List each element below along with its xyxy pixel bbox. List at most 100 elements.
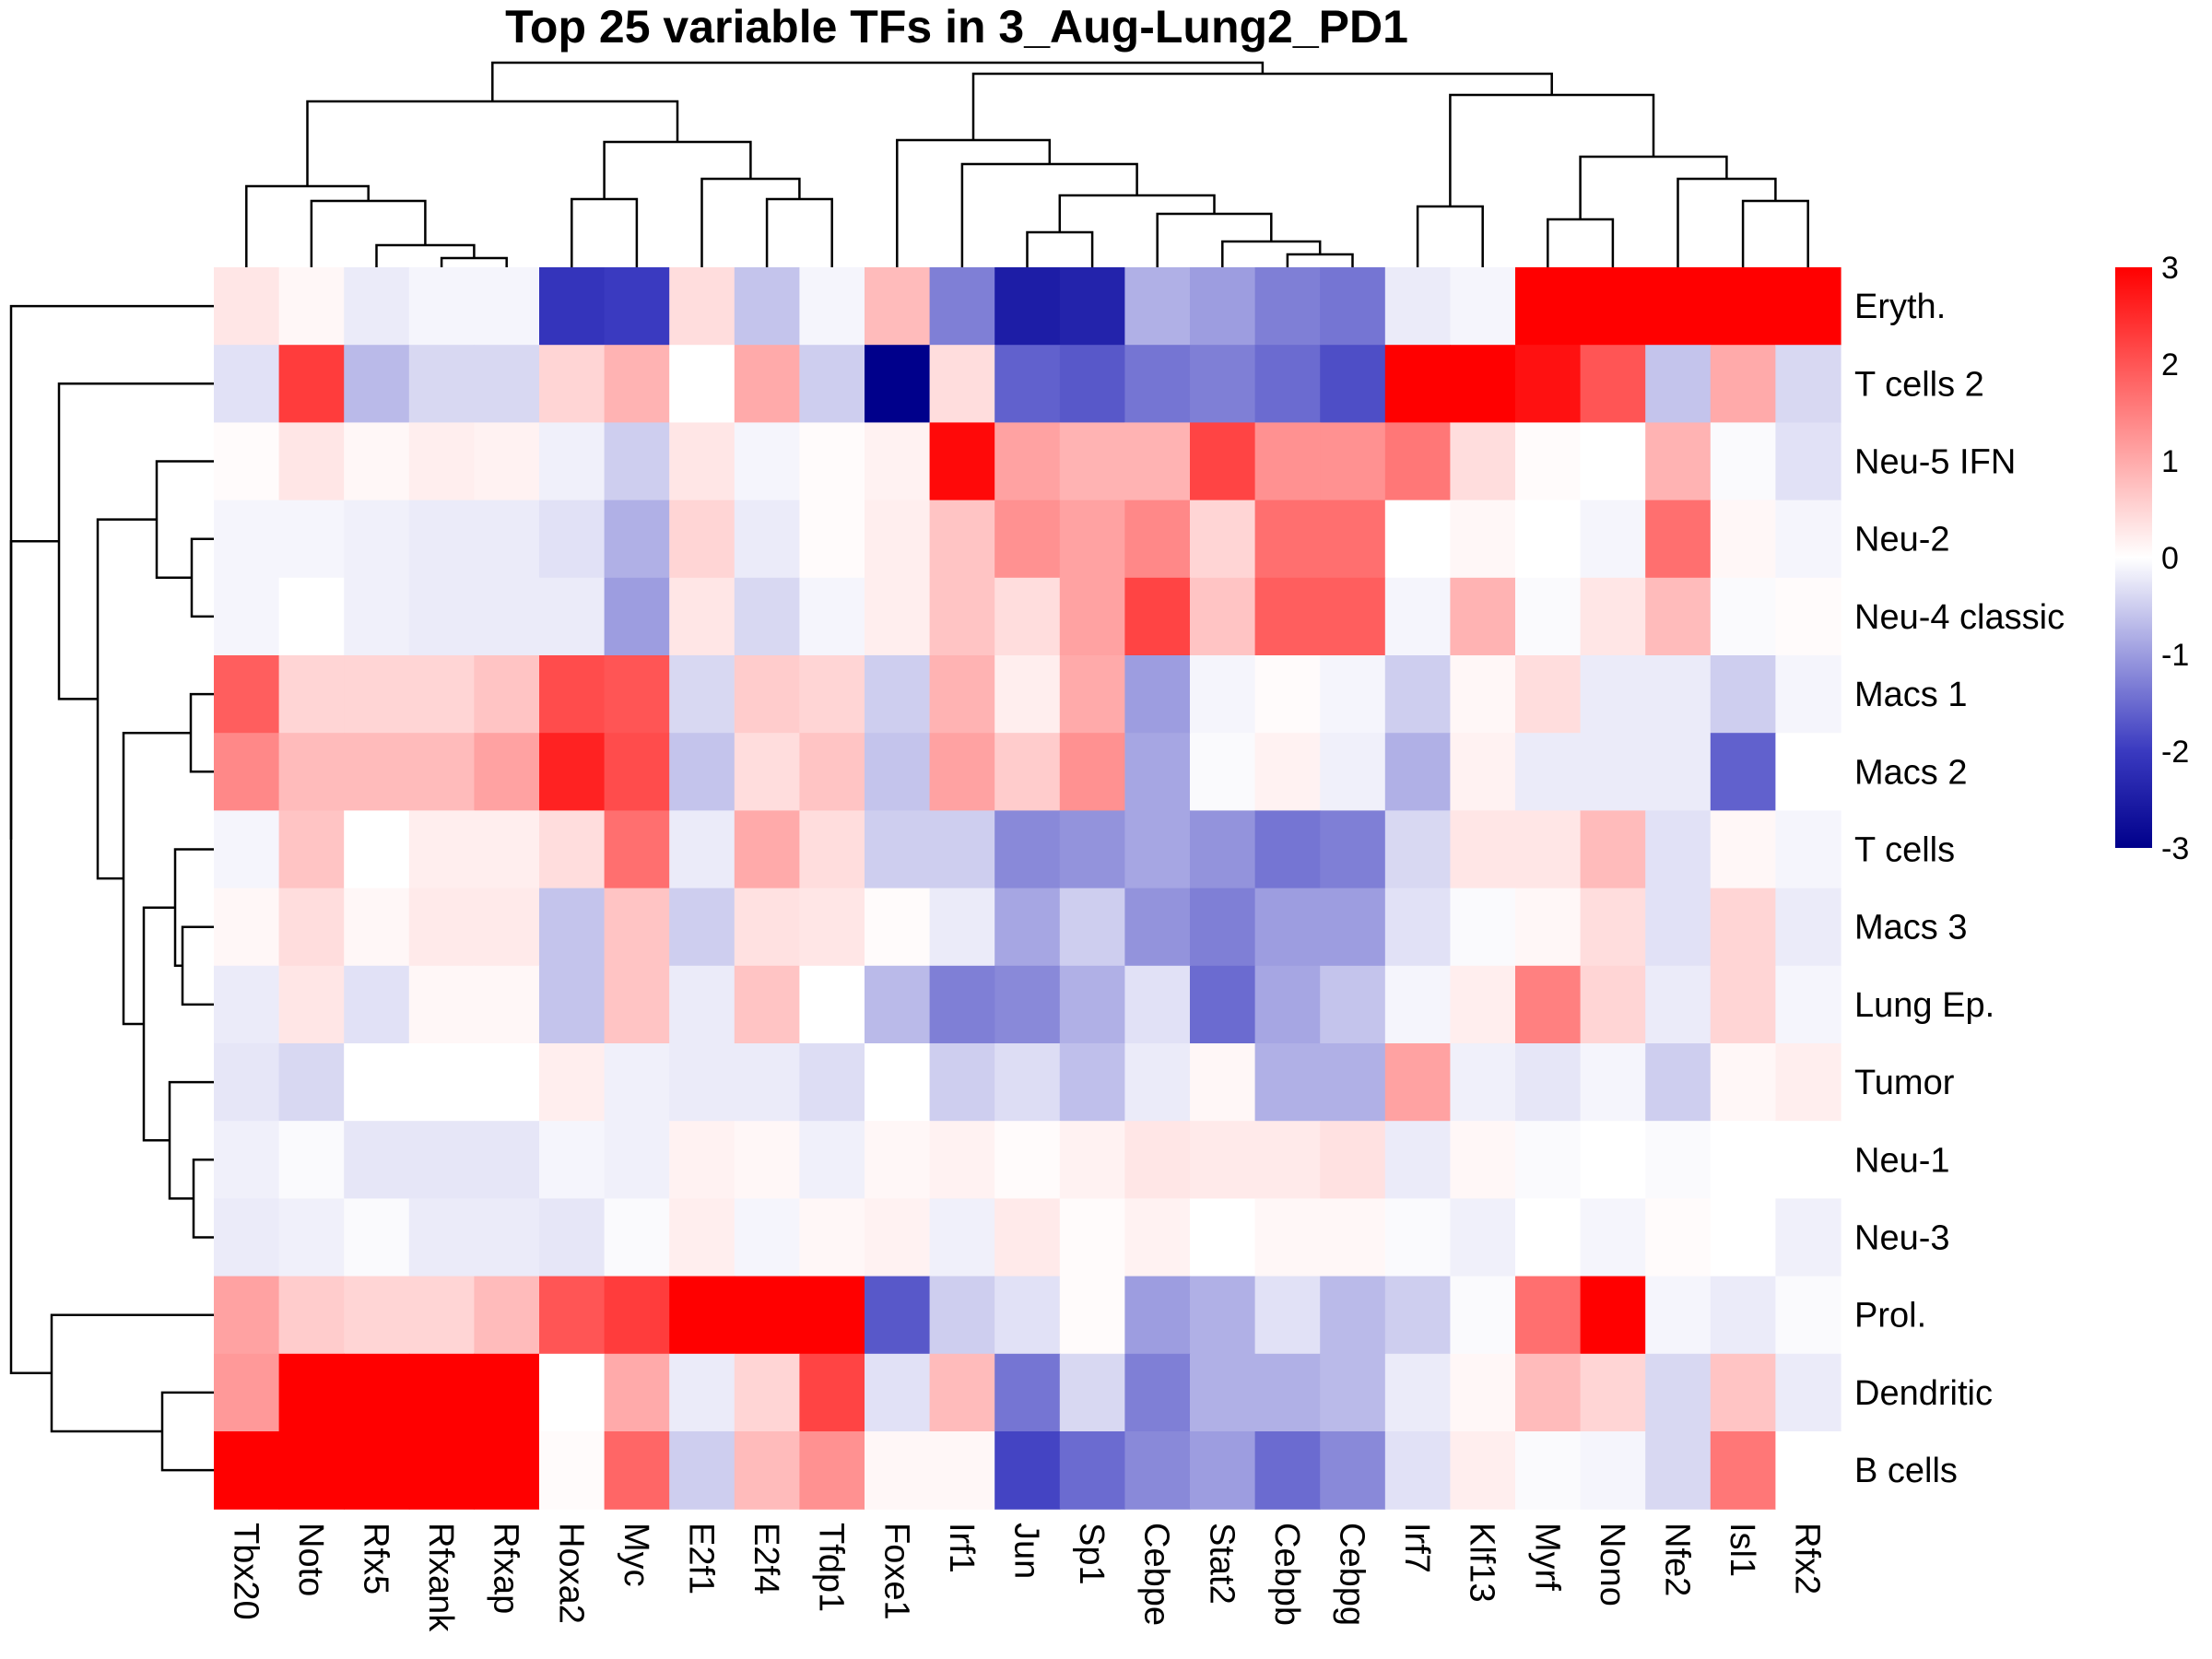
heatmap-cell xyxy=(604,1043,670,1122)
heatmap-cell xyxy=(1515,655,1582,734)
heatmap-cell xyxy=(1124,267,1191,346)
heatmap-cell xyxy=(1384,422,1451,501)
heatmap-cell xyxy=(278,500,345,579)
column-label: Stat2 xyxy=(1202,1523,1241,1605)
heatmap-cell xyxy=(1254,1353,1321,1432)
dendrogram-branch xyxy=(603,140,752,199)
heatmap-cell xyxy=(929,1198,995,1277)
heatmap-cell xyxy=(539,422,606,501)
heatmap-cell xyxy=(1645,1198,1712,1277)
column-label: Myc xyxy=(617,1523,655,1587)
row-label: Macs 2 xyxy=(1854,753,1967,792)
heatmap-cell xyxy=(669,1121,735,1199)
heatmap-cell xyxy=(1775,888,1841,967)
heatmap-cell xyxy=(1450,1353,1516,1432)
heatmap-cell xyxy=(474,345,540,423)
heatmap-cell xyxy=(1190,422,1256,501)
heatmap-cell xyxy=(929,888,995,967)
heatmap-cell xyxy=(1254,422,1321,501)
heatmap-cell xyxy=(734,267,800,346)
heatmap-cell xyxy=(1320,1353,1386,1432)
heatmap-cell xyxy=(1450,1431,1516,1510)
heatmap-cell xyxy=(669,500,735,579)
heatmap-cell xyxy=(539,577,606,656)
heatmap-cell xyxy=(929,810,995,889)
heatmap-cell xyxy=(734,888,800,967)
heatmap-cell xyxy=(1450,577,1516,656)
heatmap-cell xyxy=(278,1353,345,1432)
heatmap-cell xyxy=(734,810,800,889)
heatmap-cell xyxy=(1645,1121,1712,1199)
heatmap-cell xyxy=(1124,655,1191,734)
heatmap-cell xyxy=(1515,1121,1582,1199)
heatmap-cell xyxy=(1124,1198,1191,1277)
heatmap-cell xyxy=(539,1431,606,1510)
heatmap-cell xyxy=(1124,965,1191,1044)
column-label: Jun xyxy=(1007,1523,1046,1579)
heatmap-cell xyxy=(994,422,1061,501)
row-label: Dendritic xyxy=(1854,1374,1993,1413)
heatmap-cell xyxy=(539,267,606,346)
heatmap-cell xyxy=(1320,500,1386,579)
heatmap-cell xyxy=(1450,810,1516,889)
heatmap-cell xyxy=(1515,1431,1582,1510)
heatmap-cell xyxy=(214,1276,280,1355)
heatmap-cell xyxy=(604,1276,670,1355)
heatmap-cell xyxy=(278,733,345,811)
row-label: Prol. xyxy=(1854,1297,1926,1335)
heatmap-cell xyxy=(865,888,931,967)
heatmap-cell xyxy=(865,733,931,811)
heatmap-cell xyxy=(799,1043,865,1122)
dendrogram-branch xyxy=(96,518,157,880)
heatmap-cell xyxy=(865,1353,931,1432)
heatmap-cell xyxy=(1190,1276,1256,1355)
heatmap-cell xyxy=(278,1276,345,1355)
heatmap-cell xyxy=(214,1353,280,1432)
heatmap-cell xyxy=(865,1431,931,1510)
heatmap-cell xyxy=(214,1198,280,1277)
heatmap-cell xyxy=(344,655,410,734)
heatmap-cell xyxy=(474,1353,540,1432)
dendrogram-branch xyxy=(571,197,639,267)
heatmap-cell xyxy=(1710,655,1776,734)
heatmap-cell xyxy=(865,655,931,734)
heatmap-cell xyxy=(734,1121,800,1199)
row-label: Macs 3 xyxy=(1854,909,1967,947)
heatmap-cell xyxy=(1645,422,1712,501)
dendrogram-branch xyxy=(1286,253,1354,267)
heatmap-cell xyxy=(669,267,735,346)
heatmap-cell xyxy=(1320,965,1386,1044)
legend-tick-label: 3 xyxy=(2161,251,2179,286)
heatmap-cell xyxy=(1059,655,1125,734)
heatmap-cell xyxy=(408,1198,475,1277)
heatmap-cell xyxy=(214,655,280,734)
heatmap-cell xyxy=(278,345,345,423)
heatmap-cell xyxy=(865,267,931,346)
heatmap-cell xyxy=(408,1431,475,1510)
chart-title: Top 25 variable TFs in 3_Aug-Lung2_PD1 xyxy=(505,1,1408,53)
row-label: Neu-1 xyxy=(1854,1141,1950,1180)
heatmap-cell xyxy=(1124,810,1191,889)
heatmap-cell xyxy=(734,577,800,656)
heatmap-cell xyxy=(1320,810,1386,889)
heatmap-cell xyxy=(1515,888,1582,967)
heatmap-cell xyxy=(669,577,735,656)
heatmap-cell xyxy=(1515,1353,1582,1432)
heatmap-cell xyxy=(278,965,345,1044)
heatmap-cell xyxy=(734,500,800,579)
heatmap-cell xyxy=(799,1198,865,1277)
heatmap-cell xyxy=(408,1043,475,1122)
heatmap-cell xyxy=(1710,1198,1776,1277)
heatmap-cell xyxy=(214,577,280,656)
heatmap-cell xyxy=(799,1276,865,1355)
heatmap-cell xyxy=(1320,1043,1386,1122)
heatmap-cell xyxy=(1580,422,1646,501)
heatmap-cell xyxy=(408,888,475,967)
heatmap-cell xyxy=(994,655,1061,734)
heatmap-cell xyxy=(1320,1276,1386,1355)
heatmap-cell xyxy=(1515,810,1582,889)
heatmap-cell xyxy=(604,655,670,734)
column-label: Myrf xyxy=(1527,1523,1566,1591)
heatmap-cell xyxy=(929,500,995,579)
